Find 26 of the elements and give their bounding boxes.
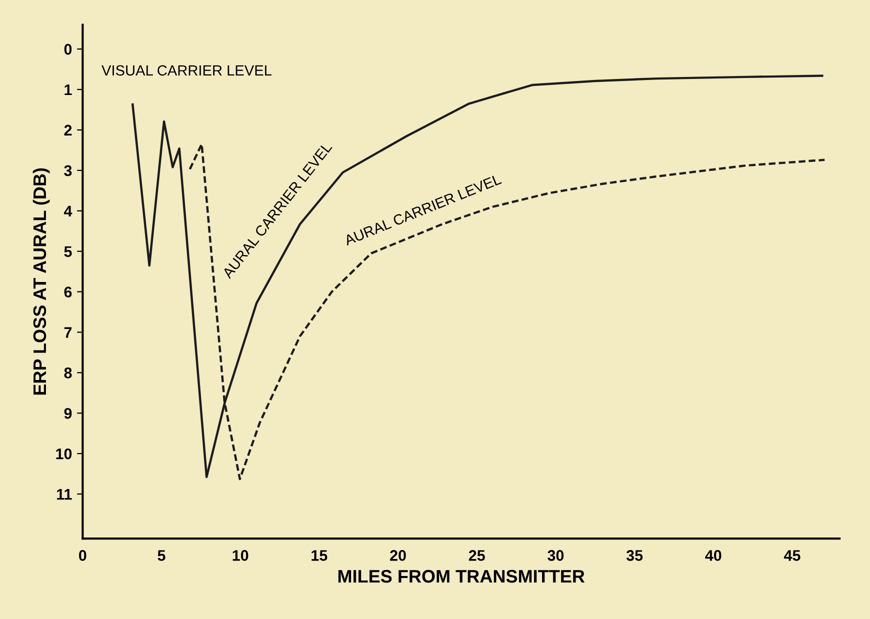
y-tick-label: 8 [64,368,72,378]
x-tick-label: 5 [158,550,166,561]
y-tick-label: 10 [56,448,72,460]
y-tick-label: 3 [64,165,72,176]
y-tick-label: 11 [57,489,72,500]
x-tick-label: 0 [79,550,86,561]
x-tick-label: 45 [784,550,800,561]
y-tick-label: 1 [64,84,72,96]
y-tick-label: 4 [64,206,72,216]
x-tick-label: 30 [548,550,564,561]
x-axis-title: MILES FROM TRANSMITTER [338,570,585,583]
x-tick-label: 35 [626,550,643,561]
y-tick-label: 9 [64,408,72,419]
x-tick-label: 40 [705,550,722,561]
x-tick-label: 25 [468,550,485,561]
y-tick-label: 7 [64,327,72,338]
y-tick-label: 0 [64,44,72,55]
line-series [132,74,824,478]
annotation: VISUAL CARRIER LEVEL [102,65,272,76]
y-tick-label: 6 [64,286,72,298]
y-axis-title: ERP LOSS AT AURAL (DB) [32,168,50,395]
y-tick-label: 2 [64,124,72,136]
x-tick-label: 15 [312,550,328,561]
x-tick-label: 10 [232,550,248,561]
y-tick-label: 5 [64,246,72,257]
x-tick-label: 20 [390,550,406,561]
